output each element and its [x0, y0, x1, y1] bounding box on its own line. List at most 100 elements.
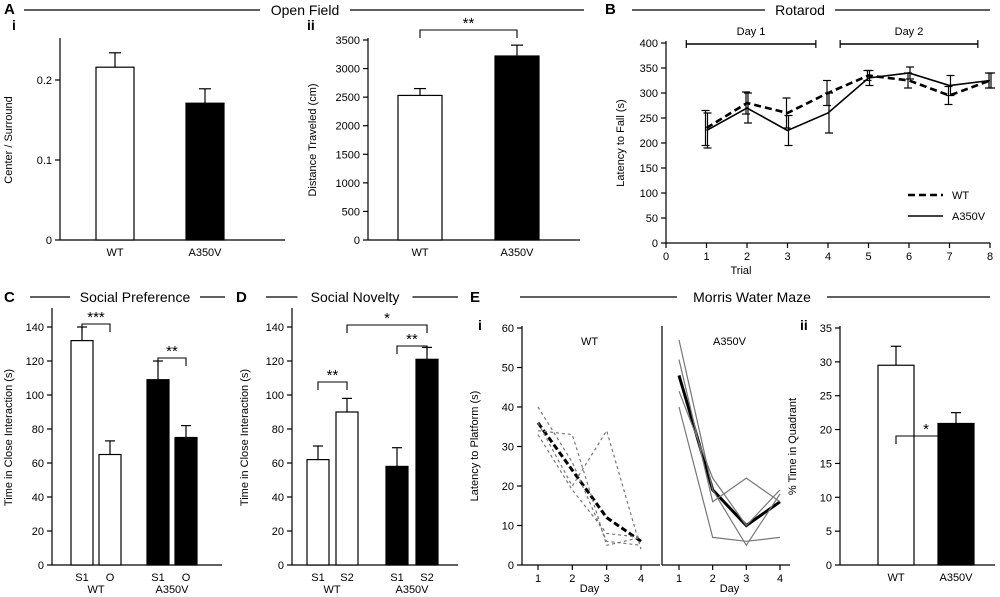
E_ii-ytick-label-6: 30: [820, 357, 832, 369]
E_ii-ytick-label-1: 5: [826, 526, 832, 538]
C-xtick-label-3: O: [182, 572, 191, 584]
E_ii-ytick-label-2: 10: [820, 492, 832, 504]
B-xlabel: Trial: [731, 265, 752, 277]
C-sig-label-0: ***: [87, 309, 105, 326]
B-xtick-label-7: 7: [946, 251, 952, 263]
E_ii-xtick-label-0: WT: [887, 572, 904, 584]
D-xtick-label-1: S2: [340, 572, 353, 584]
E_i_WT-ytick-label-1: 10: [502, 521, 514, 533]
C-ytick-label-5: 100: [26, 390, 44, 402]
D-sig-label-1: *: [384, 310, 390, 327]
B-ytick-label-0: 0: [652, 238, 658, 250]
D-bar-2: [385, 465, 409, 566]
D-ytick-label-7: 140: [266, 322, 284, 334]
E_ii-sig-bracket-0: [895, 435, 957, 444]
A_ii-ytick-label-7: 3500: [336, 35, 360, 47]
E_ii-ytick-label-5: 25: [820, 391, 832, 403]
A_ii-bar-0: [397, 94, 443, 241]
B-ytick-label-8: 400: [640, 38, 658, 50]
rotarod-header-title: Rotarod: [775, 2, 825, 18]
E_ii-ytick-label-3: 15: [820, 458, 832, 470]
sublabel-e-ii: ii: [800, 317, 808, 333]
D-sig-label-0: **: [327, 367, 339, 384]
E_i_WT-ytick-label-0: 0: [508, 560, 514, 572]
B-ytick-label-7: 350: [640, 63, 658, 75]
A_i-xtick-label-1: A350V: [188, 247, 222, 259]
panel-letter-a: A: [4, 1, 15, 18]
D-group-label-1: A350V: [395, 584, 429, 596]
E_i_WT-title: WT: [581, 336, 598, 348]
D-xtick-label-2: S1: [390, 572, 403, 584]
sublabel-a-i: i: [12, 17, 16, 33]
C-xtick-label-0: S1: [75, 572, 88, 584]
B-xtick-label-6: 6: [906, 251, 912, 263]
E_ii-bar-0: [877, 364, 915, 566]
D-group-label-0: WT: [323, 584, 340, 596]
C-ylabel: Time in Close Interaction (s): [3, 369, 15, 506]
C-ytick-label-6: 120: [26, 356, 44, 368]
D-sig-bracket-2: [396, 345, 428, 354]
D-sig-bracket-1: [346, 324, 428, 333]
C-xtick-label-2: S1: [151, 572, 164, 584]
A_ii-ytick-label-0: 0: [354, 235, 360, 247]
E_i_A350V-series-animal-1: [678, 339, 781, 547]
B-ytick-label-6: 300: [640, 88, 658, 100]
social-novelty-header-title: Social Novelty: [311, 289, 400, 305]
A_ii-bar-1: [494, 55, 540, 241]
C-group-label-0: WT: [87, 584, 104, 596]
E_i_WT-ytick-label-6: 60: [502, 323, 514, 335]
A_ii-ytick-label-6: 3000: [336, 64, 360, 76]
E_ii-ytick-label-7: 35: [820, 323, 832, 335]
A_ii-ytick-label-2: 1000: [336, 178, 360, 190]
E_i_A350V-series-mean: [677, 374, 781, 528]
E_ii-bar-1: [937, 422, 975, 566]
A_ii-xtick-label-0: WT: [411, 247, 428, 259]
A_ii-sig-label-0: **: [463, 15, 475, 32]
D-bar-0: [306, 459, 330, 566]
C-group-label-1: A350V: [155, 584, 189, 596]
E_i_A350V-xtick-label-3: 4: [777, 573, 783, 585]
A_i-ytick-label-1: 0.1: [37, 155, 52, 167]
morris-header-title: Morris Water Maze: [693, 289, 811, 305]
panel-letter-b: B: [605, 1, 616, 18]
E_i_WT-xtick-label-3: 4: [638, 573, 644, 585]
C-sig-label-1: **: [166, 343, 178, 360]
C-sig-bracket-0: [81, 323, 111, 332]
A_i-xtick-label-0: WT: [106, 247, 123, 259]
A_ii-ytick-label-5: 2500: [336, 92, 360, 104]
E_ii-ytick-label-4: 20: [820, 425, 832, 437]
A_i-ytick-label-0: 0: [46, 235, 52, 247]
B-ytick-label-5: 250: [640, 113, 658, 125]
E_i_WT-ytick-label-5: 50: [502, 363, 514, 375]
C-ytick-label-7: 140: [26, 322, 44, 334]
D-ytick-label-5: 100: [266, 390, 284, 402]
E_i_A350V-title: A350V: [713, 336, 747, 348]
D-ytick-label-1: 20: [272, 526, 284, 538]
panel-letter-d: D: [236, 289, 247, 306]
D-xtick-label-3: S2: [420, 572, 433, 584]
A_ii-ytick-label-4: 2000: [336, 121, 360, 133]
B-ytick-label-1: 50: [646, 213, 658, 225]
C-sig-bracket-1: [157, 357, 187, 366]
open-field-header-title: Open Field: [271, 2, 339, 18]
C-bar-0: [70, 340, 94, 566]
C-xtick-label-1: O: [106, 572, 115, 584]
B-ytick-label-2: 100: [640, 188, 658, 200]
B-xtick-label-1: 1: [703, 251, 709, 263]
B-ytick-label-3: 150: [640, 163, 658, 175]
B-xtick-label-2: 2: [744, 251, 750, 263]
D-ytick-label-3: 60: [272, 458, 284, 470]
E_i_WT-ytick-label-3: 30: [502, 442, 514, 454]
A_i-bar-1: [185, 102, 225, 241]
D-bar-3: [415, 358, 439, 566]
C-ytick-label-0: 0: [38, 560, 44, 572]
A_i-ylabel: Center / Surround: [3, 96, 15, 183]
C-bar-1: [98, 453, 122, 566]
D-ytick-label-0: 0: [278, 560, 284, 572]
E_i_A350V-series-animal-3: [678, 390, 781, 527]
E_i_WT-series-mean: [536, 421, 642, 543]
A_i-bar-0: [95, 66, 135, 241]
B-xtick-label-5: 5: [865, 251, 871, 263]
C-ytick-label-3: 60: [32, 458, 44, 470]
